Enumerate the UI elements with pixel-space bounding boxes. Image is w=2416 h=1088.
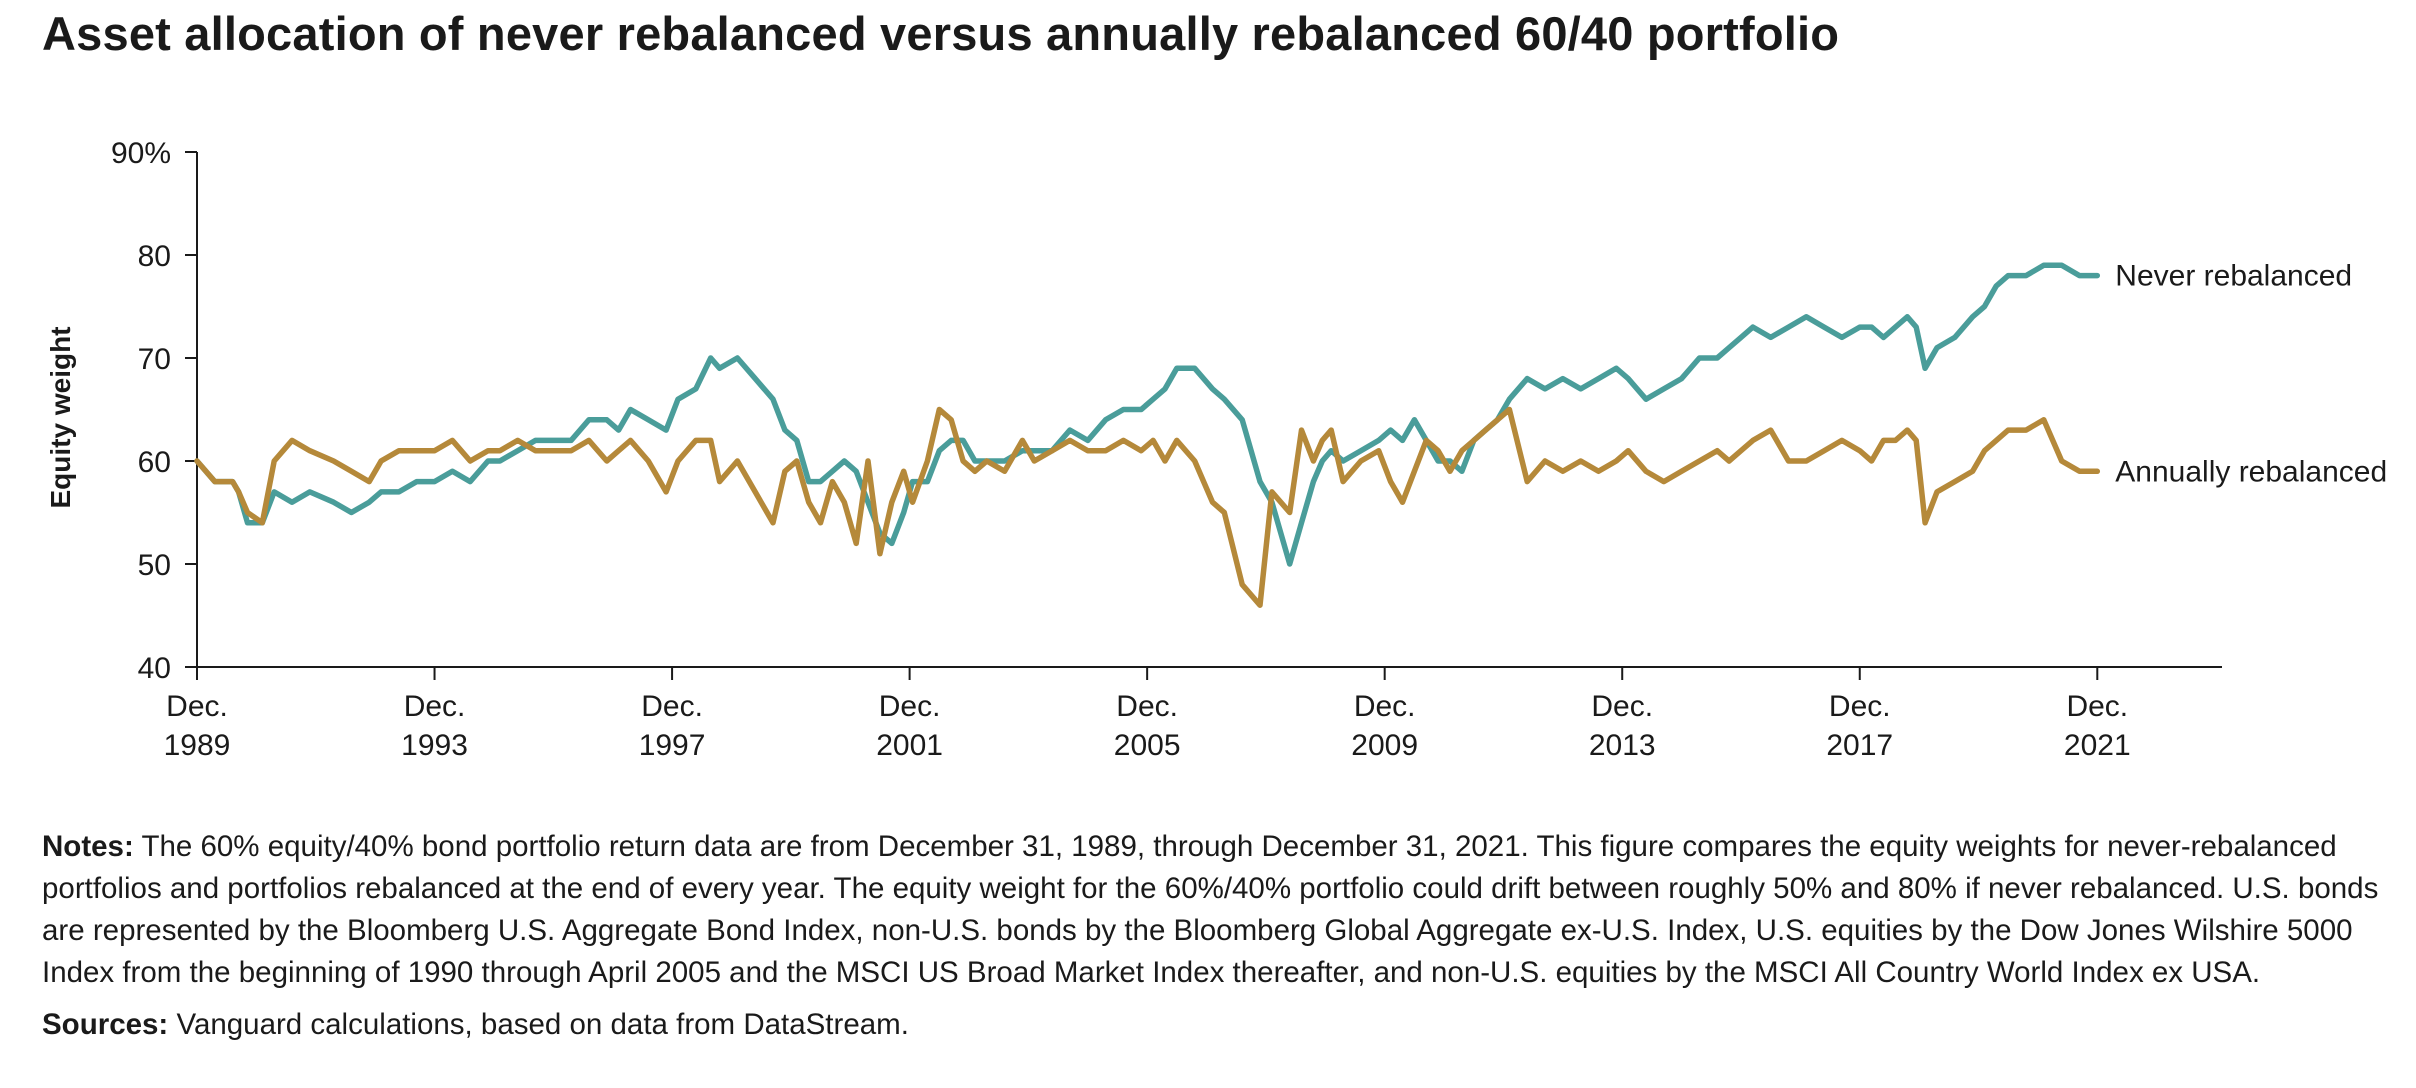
x-tick-label-year: 1997 — [639, 729, 706, 762]
notes-paragraph: Notes: The 60% equity/40% bond portfolio… — [42, 826, 2402, 994]
x-tick-label-month: Dec. — [1591, 690, 1653, 723]
y-tick-label: 90% — [111, 137, 171, 170]
sources-label: Sources: — [42, 1008, 169, 1041]
series-layer — [194, 262, 2101, 608]
x-tick-label-month: Dec. — [404, 690, 466, 723]
x-tick-label-year: 1993 — [401, 729, 468, 762]
series-label-annually-rebalanced: Annually rebalanced — [2115, 455, 2387, 488]
y-axis: 90% 80 70 60 50 40 — [111, 137, 198, 685]
x-tick-label-month: Dec. — [1116, 690, 1178, 723]
x-tick-label-year: 2013 — [1589, 729, 1656, 762]
x-tick-label-year: 2021 — [2064, 729, 2131, 762]
x-tick-label-month: Dec. — [641, 690, 703, 723]
y-axis-label: Equity weight — [45, 327, 76, 509]
x-tick-label-year: 2001 — [876, 729, 943, 762]
x-tick-label-year: 1989 — [164, 729, 231, 762]
x-tick-label-year: 2005 — [1114, 729, 1181, 762]
y-tick-label: 70 — [138, 343, 171, 376]
footnotes: Notes: The 60% equity/40% bond portfolio… — [42, 826, 2402, 1046]
x-tick-label-month: Dec. — [1829, 690, 1891, 723]
x-tick-label-month: Dec. — [166, 690, 228, 723]
y-tick-label: 40 — [138, 652, 171, 685]
series-line-annual — [194, 406, 2101, 608]
notes-text: The 60% equity/40% bond portfolio return… — [42, 830, 2379, 989]
x-tick-label-month: Dec. — [2066, 690, 2128, 723]
x-tick-label-year: 2017 — [1826, 729, 1893, 762]
y-tick-label: 50 — [138, 549, 171, 582]
x-tick-label-month: Dec. — [1354, 690, 1416, 723]
series-line-never — [194, 262, 2101, 567]
y-tick-label: 80 — [138, 240, 171, 273]
notes-label: Notes: — [42, 830, 134, 863]
x-tick-label-month: Dec. — [879, 690, 941, 723]
chart-title: Asset allocation of never rebalanced ver… — [42, 7, 1840, 60]
series-label-never-rebalanced: Never rebalanced — [2115, 260, 2352, 293]
sources-text: Vanguard calculations, based on data fro… — [176, 1008, 909, 1041]
x-tick-label-year: 2009 — [1351, 729, 1418, 762]
y-tick-label: 60 — [138, 446, 171, 479]
x-axis: Dec. 1989 Dec. 1993 Dec. 1997 Dec. 2001 Dec. 2005… — [164, 666, 2222, 762]
sources-paragraph: Sources: Vanguard calculations, based on… — [42, 1004, 2402, 1046]
